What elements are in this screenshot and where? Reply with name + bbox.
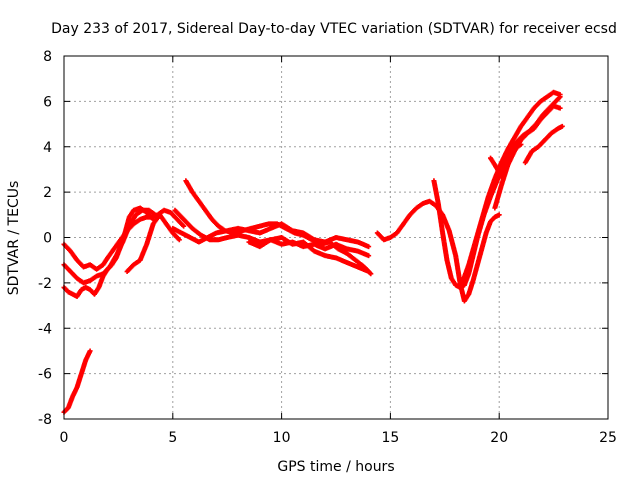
series-trace-e <box>61 348 93 415</box>
data-point <box>559 123 565 129</box>
data-point <box>366 269 372 275</box>
series-trace-l <box>459 89 563 286</box>
data-point <box>181 223 187 229</box>
x-tick-label: 0 <box>60 430 69 446</box>
x-tick-label: 10 <box>273 430 291 446</box>
y-tick-label: -6 <box>38 367 52 383</box>
y-axis-label: SDTVAR / TECUs <box>6 181 22 296</box>
y-tick-label: 4 <box>43 140 52 156</box>
y-tick-label: -4 <box>38 321 52 337</box>
data-point <box>557 92 563 98</box>
axis-ticks: 0 5 10 15 20 25 -8 -6 -4 -2 0 2 4 6 8 <box>38 49 617 446</box>
series-trace-o <box>487 141 524 179</box>
data-point <box>152 212 158 218</box>
series-trace-h <box>170 221 372 250</box>
data-point <box>518 141 524 147</box>
data-point <box>557 105 563 111</box>
x-tick-label: 25 <box>599 430 617 446</box>
y-tick-label: -8 <box>38 412 52 428</box>
series-trace-i <box>246 235 372 275</box>
chart-title: Day 233 of 2017, Sidereal Day-to-day VTE… <box>51 21 617 37</box>
x-axis-label: GPS time / hours <box>277 459 394 475</box>
data-point <box>366 253 372 259</box>
data-point <box>366 244 372 250</box>
x-tick-label: 15 <box>381 430 399 446</box>
data-points <box>61 89 565 415</box>
y-tick-label: 0 <box>43 231 52 247</box>
series-trace-d <box>124 212 182 275</box>
y-tick-label: 8 <box>43 49 52 65</box>
y-tick-label: 6 <box>43 94 52 110</box>
series-trace-j <box>374 198 502 304</box>
data-point <box>87 348 93 354</box>
y-tick-label: -2 <box>38 276 52 292</box>
data-point <box>496 212 502 218</box>
data-point <box>176 237 182 243</box>
series-trace-n <box>522 123 565 166</box>
x-tick-label: 20 <box>490 430 508 446</box>
x-tick-label: 5 <box>168 430 177 446</box>
y-tick-label: 2 <box>43 185 52 201</box>
series-trace-g <box>172 207 372 259</box>
